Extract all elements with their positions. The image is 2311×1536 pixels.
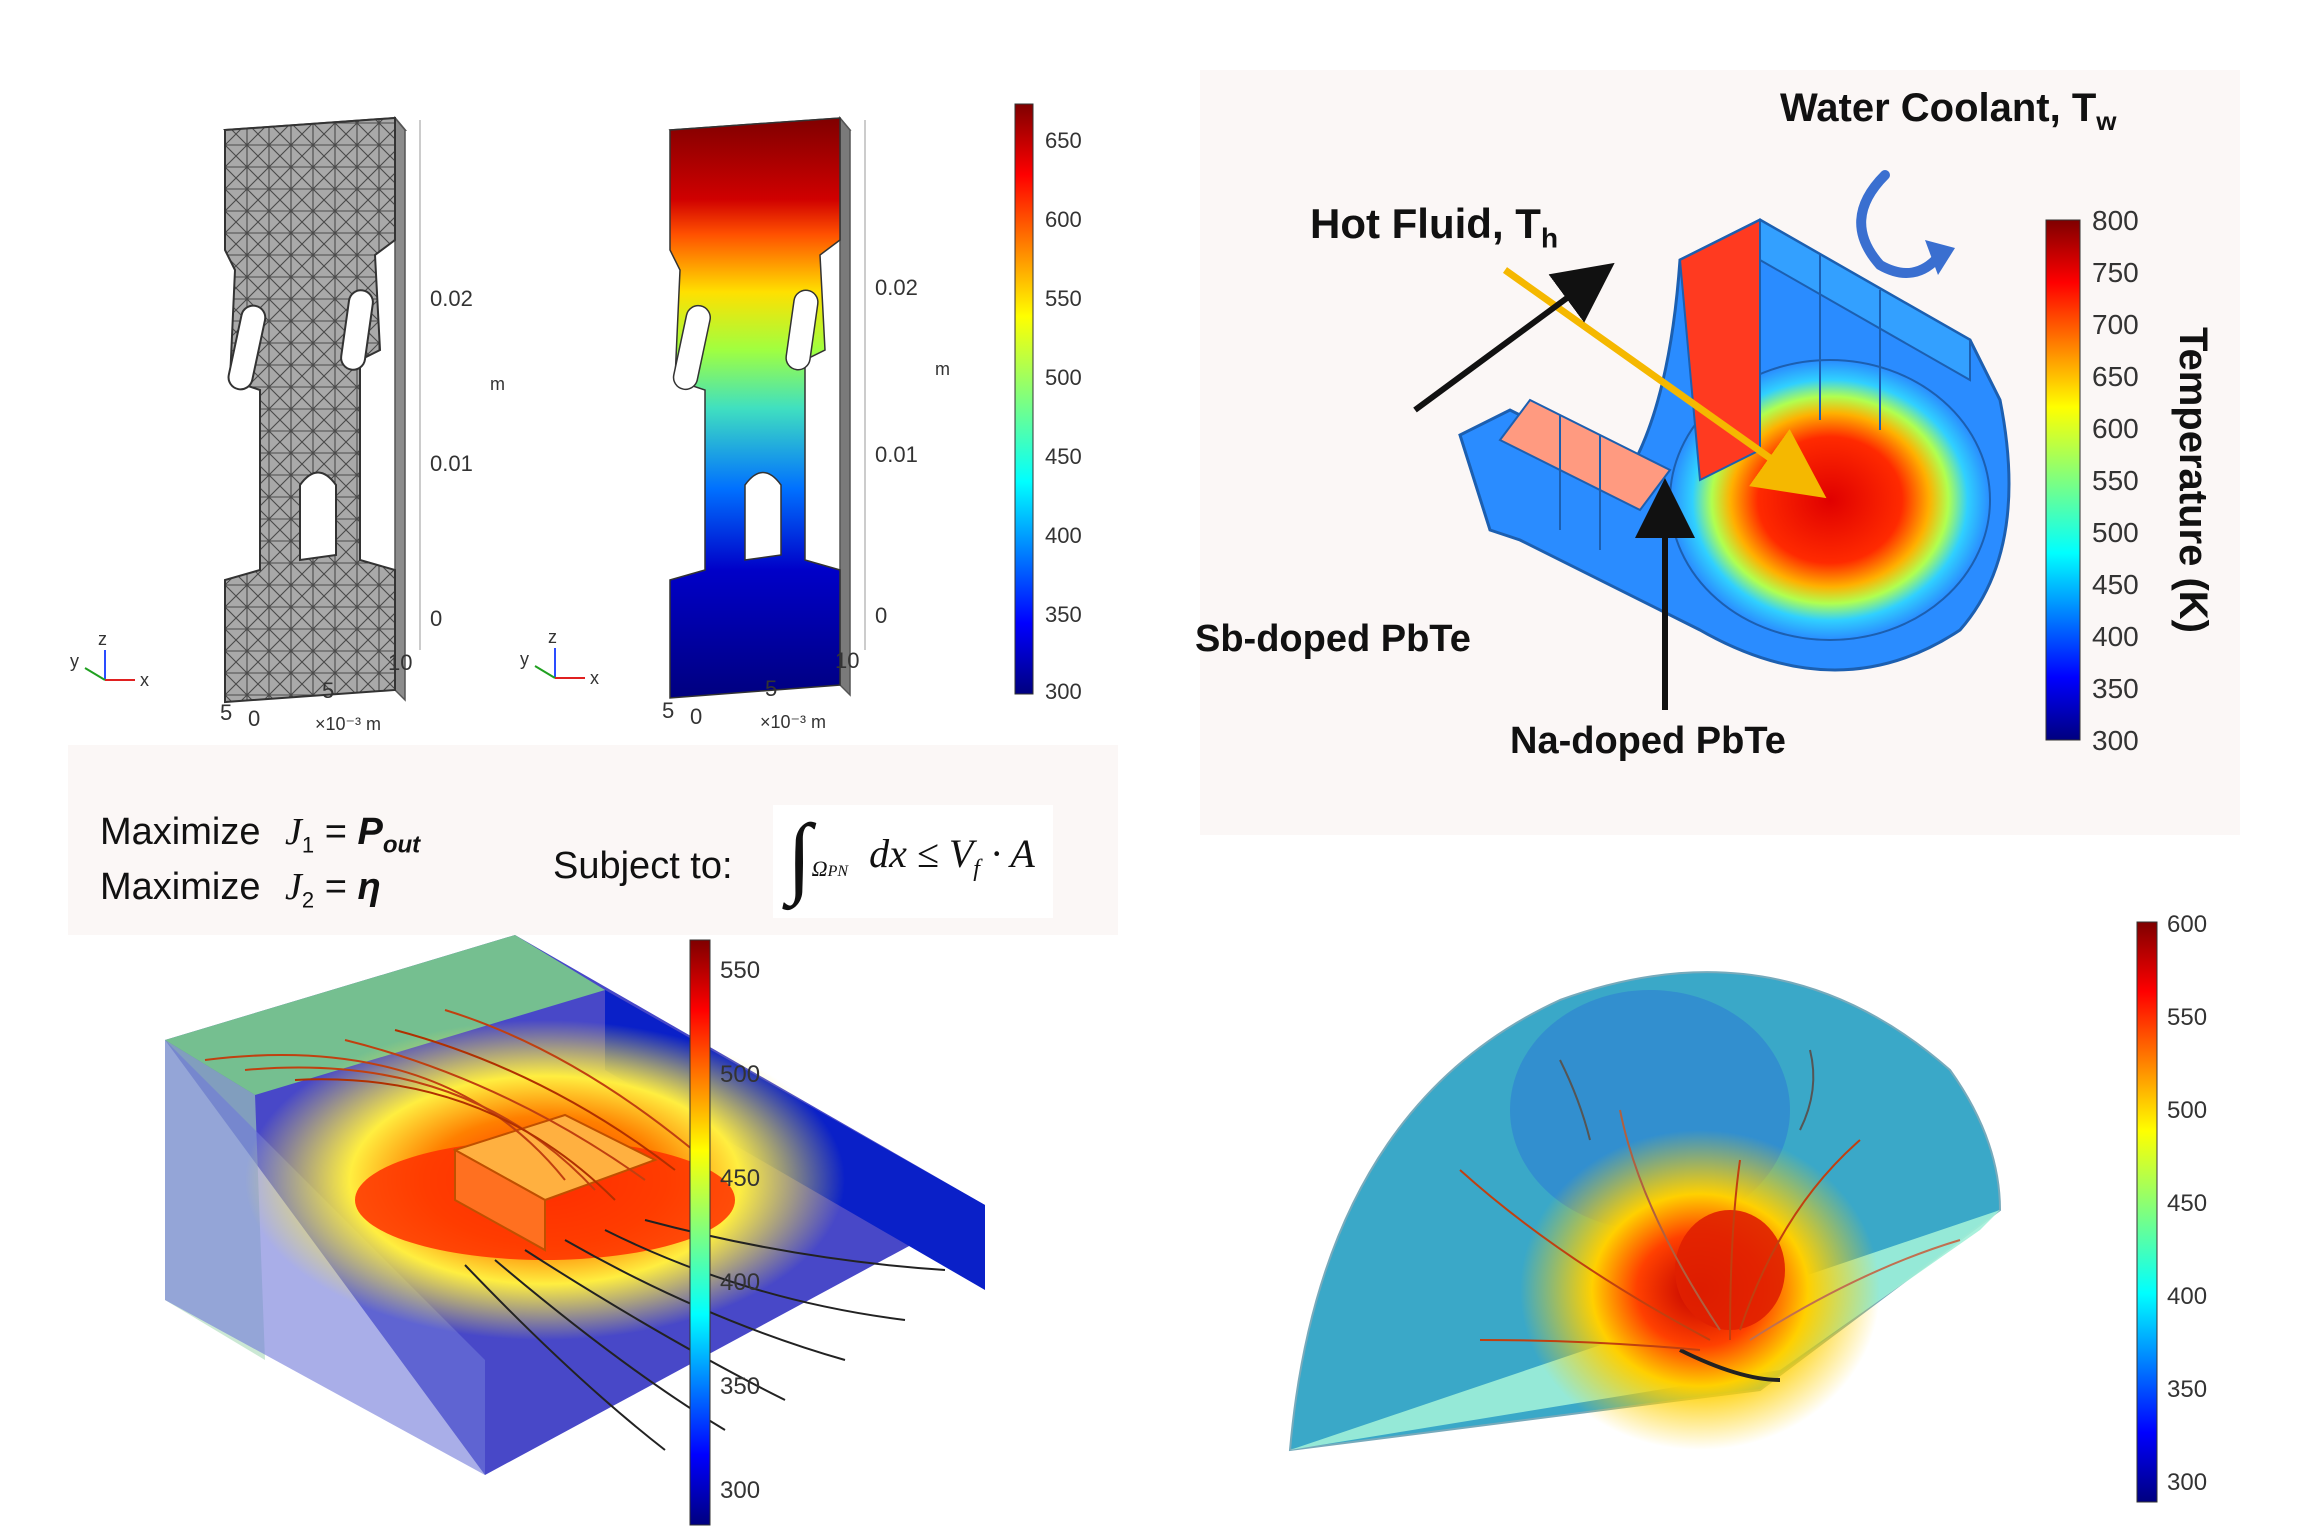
svg-text:300: 300 [1045,679,1082,704]
objective-2: Maximize J2 = η [100,866,381,913]
cone-streamlines [1459,1049,1961,1351]
box-streamline-panel: 550 500 450 400 350 300 [165,935,985,1526]
constraint-formula: ∫ΩPN dx ≤ Vf · A [773,805,1053,918]
svg-text:350: 350 [1045,602,1082,627]
svg-text:600: 600 [2167,911,2207,938]
x-tick: 5 [765,676,777,701]
streamlines [204,1009,946,1451]
hot-fluid-label: Hot Fluid, Th [1310,200,1559,254]
water-coolant-label: Water Coolant, Tw [1780,86,2117,136]
z-tick: 0.01 [430,451,473,476]
svg-text:700: 700 [2092,309,2139,340]
colorbar-title: Temperature (K) [2171,327,2215,633]
z-tick: 0.02 [875,275,918,300]
svg-text:550: 550 [1045,286,1082,311]
svg-text:550: 550 [720,957,760,984]
cone-domain [1288,971,2002,1452]
z-tick: 0.02 [430,286,473,311]
svg-text:550: 550 [2092,465,2139,496]
svg-text:650: 650 [1045,128,1082,153]
svg-text:350: 350 [2167,1376,2207,1403]
svg-text:500: 500 [720,1061,760,1088]
mesh-part [222,115,408,704]
z-unit: m [935,359,950,379]
svg-text:450: 450 [2167,1190,2207,1217]
box-colorbar: 550 500 450 400 350 300 [689,939,760,1526]
na-doped-label: Na-doped PbTe [1510,720,1786,762]
svg-text:500: 500 [1045,365,1082,390]
svg-text:z: z [548,627,557,647]
svg-text:350: 350 [720,1373,760,1400]
svg-text:400: 400 [2167,1283,2207,1310]
temperature-part [668,115,852,699]
tube-colorbar: 800 750 700 650 600 550 500 450 400 350 … [2045,205,2215,756]
cone-colorbar: 600 550 500 450 400 350 300 [2136,911,2207,1503]
part-z-axis: 0.02 0.01 0 m [864,120,950,650]
svg-text:400: 400 [720,1269,760,1296]
sb-doped-label: Sb-doped PbTe [1195,618,1471,660]
z-tick: 0.01 [875,442,918,467]
x-tick: 5 [662,698,674,723]
mesh-z-axis: 0.02 0.01 0 m [419,120,505,650]
svg-text:550: 550 [2167,1004,2207,1031]
axis-triad-icon: y z x [520,627,599,688]
mesh-panel: 0.02 0.01 0 m 5 0 5 10 ×10⁻³ m y z x [70,115,505,734]
x-tick: 5 [220,700,232,725]
z-unit: m [490,374,505,394]
svg-text:400: 400 [2092,621,2139,652]
constraint-label: Subject to: [553,845,733,887]
cone-streamline-panel: 600 550 500 450 400 350 300 [1288,911,2207,1503]
svg-text:500: 500 [2167,1097,2207,1124]
x-tick: 0 [248,706,260,731]
svg-text:500: 500 [2092,517,2139,548]
x-tick: 5 [322,678,334,703]
x-tick: 10 [388,650,412,675]
objective-1: Maximize J1 = Pout [100,811,421,859]
tube-figure: 800 750 700 650 600 550 500 450 400 350 … [1413,170,2215,756]
box-domain [165,935,985,1475]
x-tick: 0 [690,704,702,729]
svg-text:x: x [590,668,599,688]
x-tick: 10 [835,648,859,673]
tube-body [1458,218,2011,672]
svg-text:750: 750 [2092,257,2139,288]
mesh-x-axis: 5 0 5 10 ×10⁻³ m [220,650,412,734]
x-unit: ×10⁻³ m [315,714,381,734]
svg-text:650: 650 [2092,361,2139,392]
temperature-part-panel: 0.02 0.01 0 m 5 0 5 10 ×10⁻³ m y z x 650… [520,103,1082,732]
objective-box: Maximize J1 = Pout Maximize J2 = η Subje… [68,745,1118,935]
sb-arrow [1413,262,1615,413]
svg-text:350: 350 [2092,673,2139,704]
svg-text:400: 400 [1045,523,1082,548]
svg-text:600: 600 [1045,207,1082,232]
z-tick: 0 [875,603,887,628]
svg-text:300: 300 [2092,725,2139,756]
svg-text:y: y [70,651,79,671]
svg-text:800: 800 [2092,205,2139,236]
tube-panel: 800 750 700 650 600 550 500 450 400 350 … [1195,70,2240,835]
axis-triad-icon: y z x [70,629,149,690]
z-tick: 0 [430,606,442,631]
x-unit: ×10⁻³ m [760,712,826,732]
svg-text:300: 300 [720,1477,760,1504]
svg-text:600: 600 [2092,413,2139,444]
part-x-axis: 5 0 5 10 ×10⁻³ m [662,648,859,732]
svg-text:450: 450 [2092,569,2139,600]
svg-text:x: x [140,670,149,690]
svg-text:z: z [98,629,107,649]
part-colorbar: 650 600 550 500 450 400 350 300 [1014,103,1082,704]
svg-text:450: 450 [1045,444,1082,469]
svg-text:y: y [520,649,529,669]
svg-text:450: 450 [720,1165,760,1192]
coolant-flow-arrow [1856,170,1945,278]
svg-text:300: 300 [2167,1469,2207,1496]
